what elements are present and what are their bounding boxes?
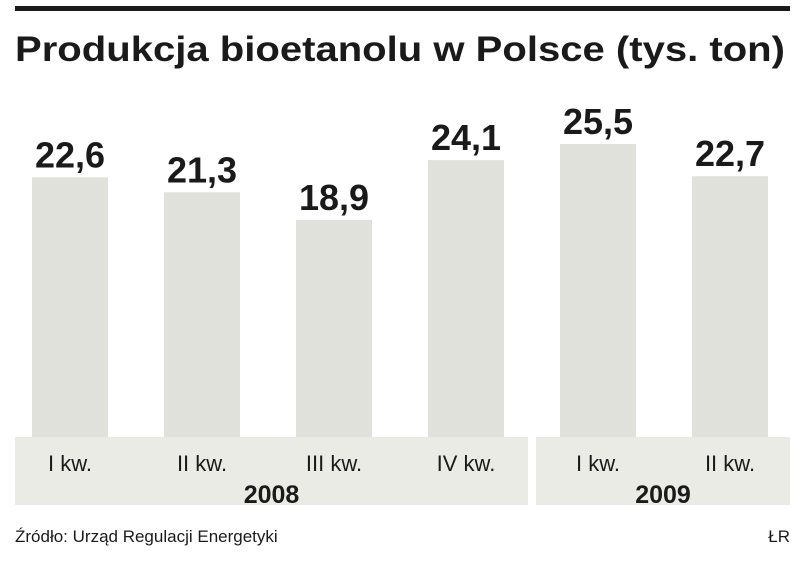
credit: ŁR [768,527,790,546]
x-tick-label: III kw. [306,451,362,476]
bar [296,219,372,437]
x-tick-label: I kw. [48,451,92,476]
x-tick-label: II kw. [177,451,227,476]
value-label: 24,1 [431,117,501,158]
group-label: 2008 [244,481,300,509]
category-band [15,437,528,505]
value-label: 21,3 [167,149,237,190]
x-tick-label: IV kw. [437,451,496,476]
source: Źródło: Urząd Regulacji Energetyki [15,527,278,546]
group-label: 2009 [635,481,691,509]
bar [560,144,636,437]
x-tick-label: I kw. [576,451,620,476]
value-label: 25,5 [563,101,633,142]
value-label: 22,6 [35,134,105,175]
value-label: 22,7 [695,133,765,174]
bar [164,192,240,437]
bar [428,160,504,437]
value-label: 18,9 [299,177,369,218]
bar [32,177,108,438]
x-tick-label: II kw. [705,451,755,476]
chart-title: Produkcja bioetanolu w Polsce (tys. ton) [15,30,785,69]
category-band [536,437,790,505]
top-rule [15,6,790,11]
bar [692,176,768,437]
